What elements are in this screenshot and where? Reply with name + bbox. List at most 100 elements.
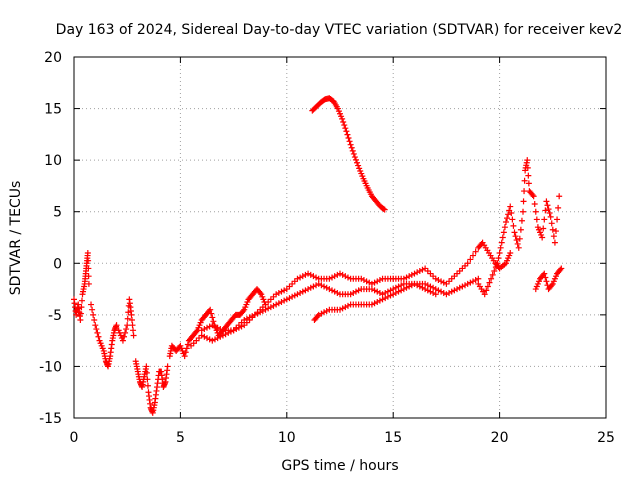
data-point-marker [515, 244, 522, 251]
data-point-marker [521, 188, 528, 195]
data-point-marker [545, 206, 552, 213]
data-point-marker [540, 225, 547, 232]
data-point-marker [93, 326, 100, 333]
data-point-marker [323, 284, 330, 291]
data-point-marker [403, 284, 410, 291]
data-point-marker [508, 210, 515, 217]
data-point-marker [414, 269, 421, 276]
data-point-marker [209, 337, 216, 344]
data-point-marker [286, 295, 293, 302]
data-point-marker [355, 287, 362, 294]
data-point-marker [440, 279, 447, 286]
data-point-marker [374, 278, 381, 285]
data-point-marker [379, 296, 386, 303]
data-point-marker [95, 333, 102, 340]
data-point-marker [201, 326, 208, 333]
data-point-marker [392, 289, 399, 296]
x-tick-label: 5 [176, 430, 185, 446]
data-point-marker [501, 224, 508, 231]
data-point-marker [492, 264, 499, 271]
data-point-marker [456, 284, 463, 291]
data-point-marker [259, 307, 266, 314]
data-point-marker [382, 289, 389, 296]
data-point-marker [85, 257, 92, 264]
data-point-marker [182, 349, 189, 356]
data-point-marker [206, 323, 213, 330]
data-point-marker [124, 322, 131, 329]
data-point-marker [464, 280, 471, 287]
y-tick-label: 20 [44, 50, 62, 66]
data-point-marker [326, 275, 333, 282]
data-point-marker [427, 283, 434, 290]
data-point-marker [321, 309, 328, 316]
data-point-marker [422, 280, 429, 287]
chart-title: Day 163 of 2024, Sidereal Day-to-day VTE… [56, 22, 623, 38]
data-point-marker [546, 210, 553, 217]
data-point-marker [542, 274, 549, 281]
data-point-marker [387, 287, 394, 294]
data-point-marker [530, 193, 537, 200]
data-point-marker [548, 220, 555, 227]
data-point-marker [302, 271, 309, 278]
data-point-marker [376, 289, 383, 296]
data-point-marker [342, 304, 349, 311]
data-point-marker [122, 329, 129, 336]
y-tick-label: 15 [44, 102, 62, 118]
data-point-marker [207, 306, 214, 313]
data-point-marker [472, 277, 479, 284]
data-point-marker [281, 287, 288, 294]
data-point-marker [532, 208, 539, 215]
data-point-marker [443, 291, 450, 298]
data-point-marker [275, 300, 282, 307]
data-point-marker [446, 289, 453, 296]
data-point-marker [382, 295, 389, 302]
data-point-marker [355, 162, 362, 169]
data-point-marker [435, 277, 442, 284]
data-point-marker [85, 280, 92, 287]
data-point-marker [478, 240, 485, 247]
data-point-marker [521, 177, 528, 184]
data-point-marker [406, 283, 413, 290]
series-track-b [88, 301, 120, 370]
y-tick-label: -15 [39, 411, 62, 427]
data-point-marker [524, 164, 531, 171]
data-point-marker [313, 274, 320, 281]
data-point-marker [144, 382, 151, 389]
data-point-marker [504, 215, 511, 222]
data-point-marker [345, 134, 352, 141]
data-point-marker [379, 291, 386, 298]
data-point-marker [243, 315, 250, 322]
y-axis-label: SDTVAR / TECUs [8, 181, 24, 296]
data-point-marker [543, 198, 550, 205]
data-point-marker [125, 309, 132, 316]
data-point-marker [499, 234, 506, 241]
data-point-marker [217, 326, 224, 333]
data-point-marker [470, 252, 476, 259]
data-point-marker [349, 147, 356, 154]
data-point-marker [339, 115, 346, 122]
data-point-marker [78, 304, 85, 311]
data-point-marker [380, 205, 387, 212]
data-point-marker [374, 288, 381, 295]
data-point-marker [470, 278, 476, 285]
data-point-marker [130, 327, 137, 334]
data-point-marker [299, 288, 306, 295]
data-point-marker [302, 287, 309, 294]
data-point-marker [392, 284, 399, 291]
data-point-marker [505, 211, 512, 218]
data-point-marker [464, 260, 471, 267]
data-point-marker [366, 279, 373, 286]
data-point-marker [90, 311, 97, 318]
data-point-marker [337, 270, 343, 277]
data-point-marker [438, 278, 445, 285]
data-point-marker [432, 286, 439, 293]
data-point-marker [204, 335, 210, 342]
data-point-marker [483, 287, 490, 294]
series-track-l [532, 265, 565, 293]
data-point-marker [387, 292, 394, 299]
data-point-marker [524, 157, 531, 164]
data-point-marker [408, 271, 415, 278]
data-point-marker [548, 282, 555, 289]
plot-frame [73, 56, 607, 419]
